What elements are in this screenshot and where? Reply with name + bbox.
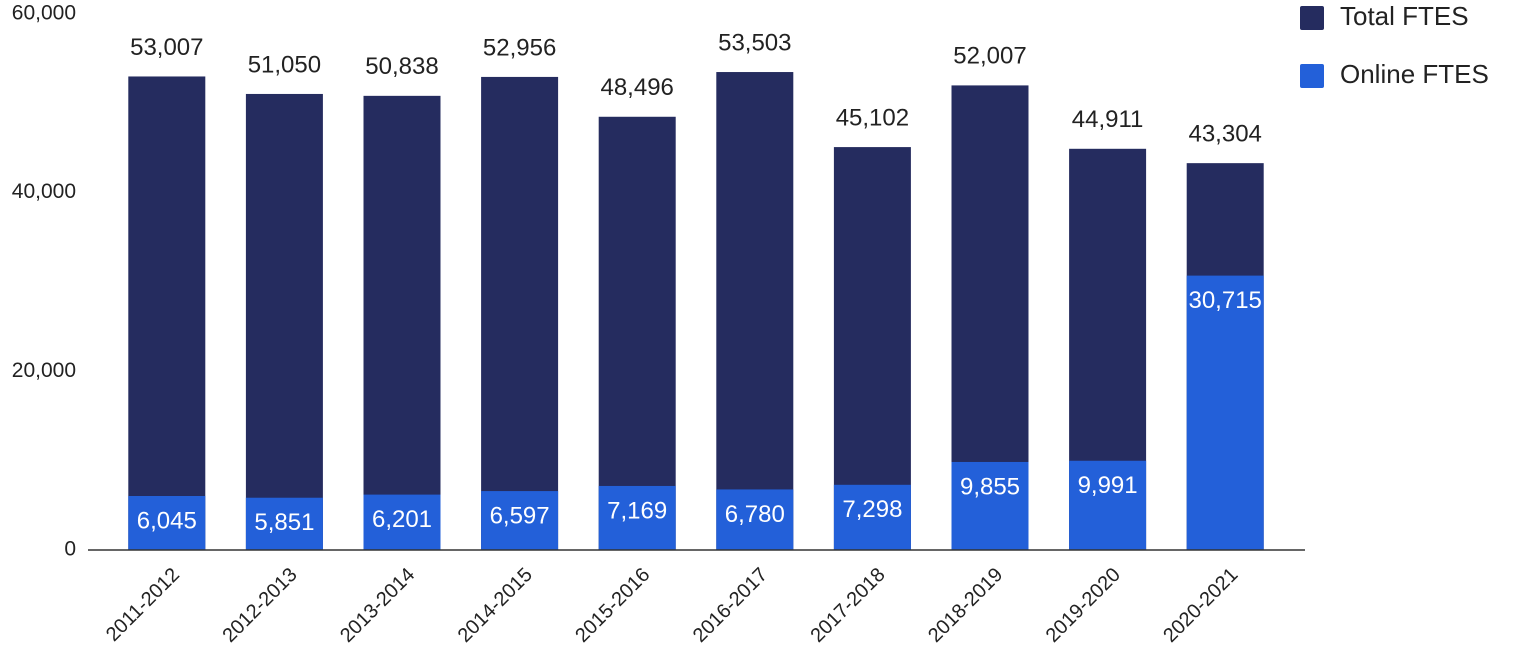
bar — [951, 461, 1029, 550]
bar — [833, 147, 911, 550]
total-value-label: 45,102 — [836, 104, 909, 131]
bar — [833, 484, 911, 550]
bar — [716, 72, 794, 551]
x-tick-label: 2011-2012 — [102, 564, 184, 646]
bar — [245, 497, 323, 550]
online-value-label: 6,201 — [372, 506, 432, 533]
total-value-label: 53,007 — [130, 34, 203, 61]
x-tick-label: 2017-2018 — [806, 564, 889, 647]
total-value-label: 43,304 — [1188, 120, 1261, 147]
online-value-label: 9,991 — [1078, 472, 1138, 499]
online-value-label: 6,045 — [137, 507, 197, 534]
online-value-label: 9,855 — [960, 473, 1020, 500]
x-tick-label: 2012-2013 — [218, 564, 301, 647]
online-value-label: 7,169 — [607, 497, 667, 524]
bar — [128, 495, 206, 550]
total-value-label: 44,911 — [1072, 106, 1144, 133]
bar — [363, 494, 441, 550]
x-tick-label: 2018-2019 — [924, 564, 1007, 647]
bar — [363, 95, 441, 550]
y-tick-label: 20,000 — [12, 359, 76, 382]
total-value-label: 52,007 — [953, 43, 1026, 70]
total-value-label: 51,050 — [248, 51, 321, 78]
online-value-label: 7,298 — [842, 496, 902, 523]
legend-label: Online FTES — [1340, 59, 1489, 89]
legend-label: Total FTES — [1340, 1, 1469, 31]
bar — [1069, 460, 1147, 550]
bar — [598, 485, 676, 550]
bar — [245, 93, 323, 550]
total-value-label: 52,956 — [483, 34, 556, 61]
x-tick-label: 2020-2021 — [1159, 564, 1242, 647]
x-tick-label: 2019-2020 — [1042, 564, 1125, 647]
bar — [598, 116, 676, 550]
bar — [481, 76, 559, 551]
bar — [481, 491, 559, 550]
total-value-label: 48,496 — [600, 74, 673, 101]
y-tick-label: 0 — [64, 538, 76, 561]
y-tick-label: 60,000 — [12, 2, 76, 25]
bar — [716, 489, 794, 550]
x-tick-label: 2014-2015 — [454, 564, 537, 647]
bar — [128, 76, 206, 551]
online-value-label: 6,597 — [490, 502, 550, 529]
online-value-label: 30,715 — [1188, 287, 1261, 314]
y-tick-label: 40,000 — [12, 180, 76, 203]
bar — [1186, 275, 1264, 550]
x-tick-label: 2016-2017 — [689, 564, 772, 647]
x-tick-label: 2013-2014 — [336, 564, 419, 647]
online-value-label: 5,851 — [254, 509, 314, 536]
legend-swatch — [1300, 64, 1324, 88]
legend-swatch — [1300, 6, 1324, 30]
total-value-label: 50,838 — [365, 53, 438, 80]
total-value-label: 53,503 — [718, 29, 791, 56]
x-tick-label: 2015-2016 — [571, 564, 654, 647]
online-value-label: 6,780 — [725, 501, 785, 528]
